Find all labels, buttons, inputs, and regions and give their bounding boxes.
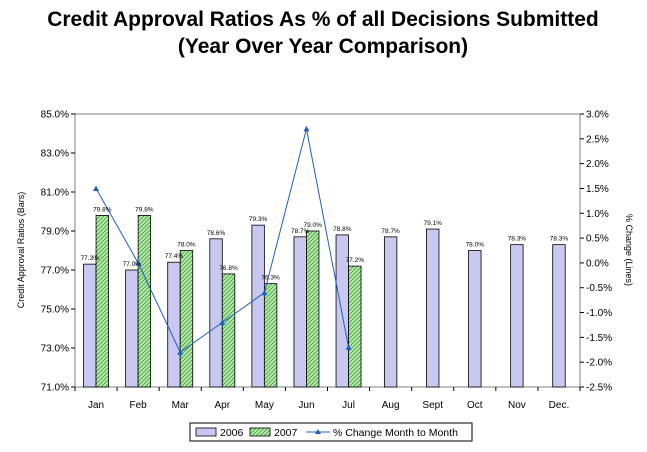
bar-2006 <box>510 244 524 388</box>
legend: 2006 2007 % Change Month to Month <box>189 422 473 442</box>
y2-tick-label: 3.0% <box>586 110 609 121</box>
data-label-2006: 77.4% <box>165 253 184 260</box>
x-tick-label: Aug <box>382 400 400 411</box>
data-label-2006: 78.3% <box>508 236 527 243</box>
line-point-marker <box>303 125 310 132</box>
line-point-marker <box>345 344 352 350</box>
y-tick-label: 77.0% <box>41 266 69 277</box>
data-label-2006: 78.0% <box>466 242 485 249</box>
bar-2007 <box>306 230 320 388</box>
bar-2006 <box>125 269 139 388</box>
x-tick-label: Feb <box>130 400 148 411</box>
x-tick-label: May <box>255 400 274 411</box>
line-point-marker <box>177 349 184 355</box>
bar-2006 <box>426 228 440 388</box>
legend-swatch-2007 <box>249 427 271 437</box>
data-label-2006: 78.8% <box>333 226 352 233</box>
y2-tick-label: 1.5% <box>586 184 609 195</box>
bar-2006 <box>383 236 398 388</box>
data-label-2007: 79.8% <box>93 206 112 213</box>
bar-2006 <box>552 244 566 388</box>
legend-swatch-2006 <box>195 427 217 437</box>
y2-tick-label: -1.5% <box>586 333 612 344</box>
x-tick-label: Apr <box>215 400 231 411</box>
bar-2007 <box>179 250 194 388</box>
bar-2007 <box>95 214 109 388</box>
y2-tick-label: -0.5% <box>586 283 612 294</box>
bar-2006 <box>209 238 223 388</box>
line-point-marker <box>219 319 226 325</box>
data-label-2006: 77.0% <box>123 261 142 268</box>
line-point-marker <box>135 259 142 266</box>
x-tick-label: Mar <box>172 400 190 411</box>
y-tick-label: 75.0% <box>41 305 69 316</box>
data-label-2006: 78.7% <box>381 228 400 235</box>
bar-2007 <box>221 273 236 388</box>
legend-label-2006: 2006 <box>220 427 244 439</box>
y-tick-label: 79.0% <box>41 227 69 238</box>
y-tick-label: 81.0% <box>41 188 69 199</box>
y2-tick-label: 2.5% <box>586 134 609 145</box>
y-tick-label: 85.0% <box>41 110 69 121</box>
legend-label-2007: 2007 <box>274 427 298 439</box>
bar-2007 <box>137 214 152 388</box>
bar-2006 <box>251 224 265 388</box>
data-label-2007: 79.8% <box>135 206 154 213</box>
x-tick-label: Jun <box>298 400 314 411</box>
y2-tick-label: 0.5% <box>586 234 609 245</box>
legend-label-change: % Change Month to Month <box>333 427 458 439</box>
data-label-2007: 76.3% <box>261 275 280 282</box>
bar-2006 <box>468 250 482 388</box>
data-label-2007: 79.0% <box>303 222 322 229</box>
data-label-2006: 78.7% <box>291 228 310 235</box>
bar-2007 <box>348 265 362 388</box>
y2-tick-label: -2.0% <box>586 358 612 369</box>
y2-tick-label: 1.0% <box>586 209 609 220</box>
x-tick-label: Sept <box>422 400 443 411</box>
x-tick-label: Jul <box>342 400 355 411</box>
y2-tick-label: -1.0% <box>586 308 612 319</box>
data-label-2007: 76.8% <box>219 265 238 272</box>
bar-2006 <box>293 236 307 388</box>
data-label-2006: 77.3% <box>81 255 100 262</box>
line-point-marker <box>261 289 268 296</box>
x-tick-label: Nov <box>508 400 526 411</box>
y2-axis-title: % Change (Lines) <box>624 214 634 286</box>
x-tick-label: Oct <box>467 400 483 411</box>
data-label-2006: 78.3% <box>550 236 569 243</box>
y2-tick-label: -2.5% <box>586 383 612 394</box>
data-label-2007: 78.0% <box>177 242 196 249</box>
data-label-2006: 79.1% <box>423 220 442 227</box>
data-label-2006: 79.3% <box>249 216 268 223</box>
bar-2006 <box>167 261 181 388</box>
y-tick-label: 73.0% <box>41 344 69 355</box>
x-tick-label: Jan <box>88 400 104 411</box>
y-tick-label: 83.0% <box>41 149 69 160</box>
y-tick-label: 71.0% <box>41 383 69 394</box>
legend-line-marker <box>315 429 321 434</box>
bar-2006 <box>83 263 97 388</box>
plot-area <box>74 113 581 388</box>
legend-box <box>189 422 473 442</box>
chart-title: Credit Approval Ratios As % of all Decis… <box>47 8 599 31</box>
y2-tick-label: 0.0% <box>586 258 609 269</box>
y-axis-title: Credit Approval Ratios (Bars) <box>16 192 26 309</box>
data-label-2006: 78.6% <box>207 230 226 237</box>
bar-2007 <box>263 283 278 388</box>
y2-tick-label: 2.0% <box>586 159 609 170</box>
chart-subtitle: (Year Over Year Comparison) <box>178 35 468 58</box>
x-tick-label: Dec. <box>549 400 570 411</box>
line-point-marker <box>93 185 100 191</box>
data-label-2007: 77.2% <box>346 257 365 264</box>
